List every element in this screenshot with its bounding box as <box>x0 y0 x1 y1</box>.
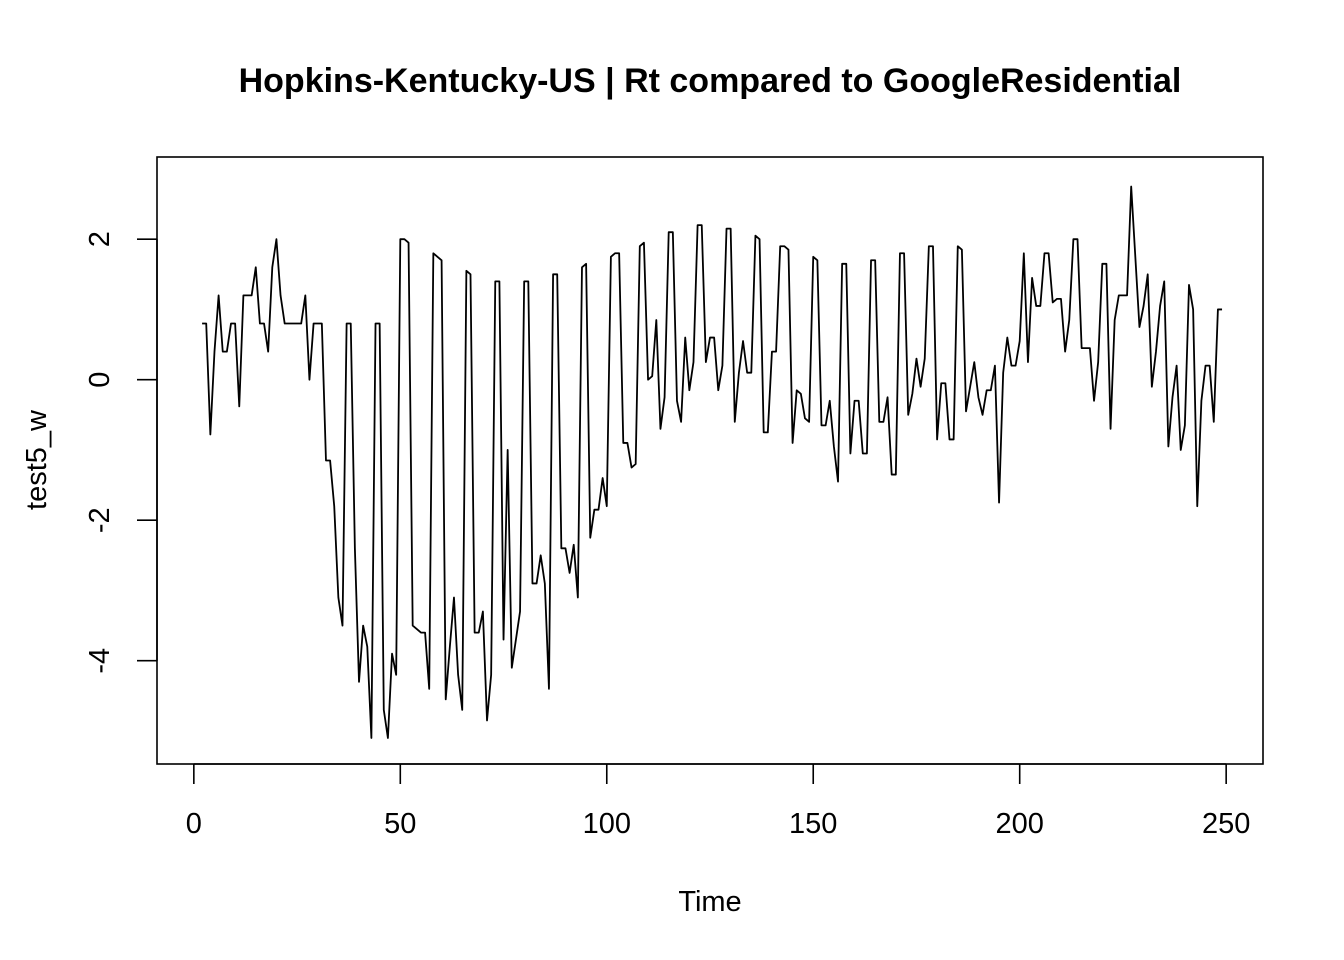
plot-frame <box>156 156 1264 765</box>
x-tick-label: 250 <box>1202 808 1250 840</box>
x-tick-label: 200 <box>996 808 1044 840</box>
x-tick-label: 50 <box>384 808 416 840</box>
x-tick-label: 150 <box>789 808 837 840</box>
x-tick-label: 100 <box>583 808 631 840</box>
y-axis: -4 -2 0 2 <box>84 231 158 674</box>
y-tick-label: -4 <box>84 648 116 674</box>
x-axis-label: Time <box>678 886 741 918</box>
chart-title: Hopkins-Kentucky-US | Rt compared to Goo… <box>239 62 1182 100</box>
y-tick-label: 2 <box>84 231 116 247</box>
y-axis-label: test5_w <box>21 409 53 510</box>
y-tick-label: -2 <box>84 507 116 533</box>
y-tick-label: 0 <box>84 372 116 388</box>
x-axis: 0 50 100 150 200 250 <box>186 763 1250 840</box>
x-tick-label: 0 <box>186 808 202 840</box>
series-line <box>202 185 1223 739</box>
